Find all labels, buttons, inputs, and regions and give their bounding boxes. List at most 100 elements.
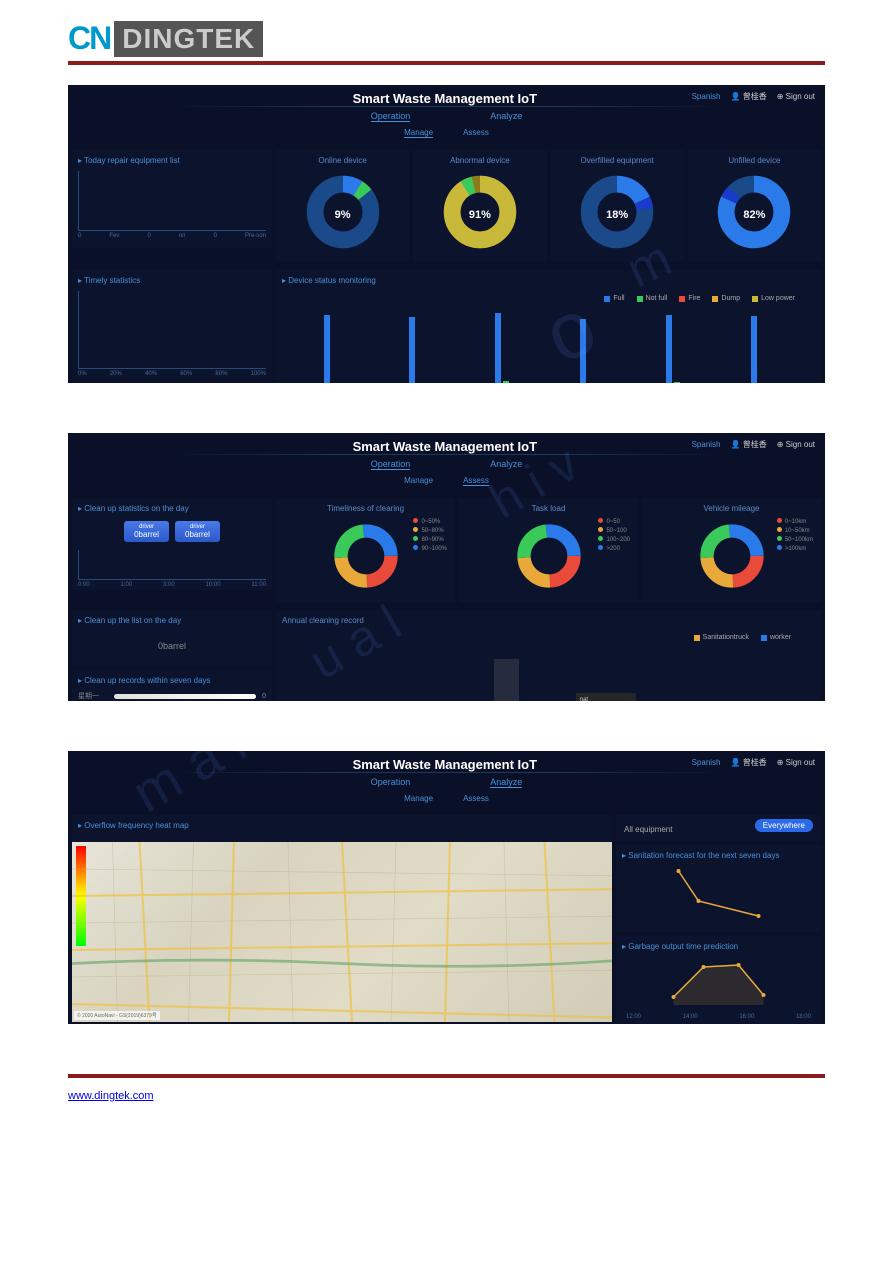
status-legend: FullNot fullFireDumpLow power bbox=[282, 291, 815, 306]
subtab-assess[interactable]: Assess bbox=[463, 476, 489, 486]
screenshot-assess: Smart Waste Management IoT Spanish 👤 曾桂香… bbox=[68, 433, 825, 701]
logo-cn: CN bbox=[68, 20, 110, 57]
subtab-manage[interactable]: Manage bbox=[404, 794, 433, 803]
app-title: Smart Waste Management IoT bbox=[198, 757, 692, 772]
sign-out-link[interactable]: ⊕ Sign out bbox=[777, 440, 815, 449]
main-tabs: Operation Analyze bbox=[68, 107, 825, 126]
panel-cleanup-stats: Clean up statistics on the day driver0ba… bbox=[72, 498, 272, 590]
lang-link[interactable]: Spanish bbox=[692, 92, 721, 101]
map[interactable]: © 2020 AutoNavi - GS(2019)6379号 bbox=[72, 842, 612, 1022]
sign-out-link[interactable]: ⊕ Sign out bbox=[777, 92, 815, 101]
legend-item: 90~100% bbox=[413, 545, 447, 552]
bar bbox=[409, 317, 415, 383]
user-bar: Spanish 👤 曾桂香 ⊕ Sign out bbox=[692, 91, 815, 102]
bar bbox=[495, 313, 501, 383]
panel-forecast-7days: Sanitation forecast for the next seven d… bbox=[616, 845, 821, 932]
panel-title: All equipment bbox=[624, 825, 672, 834]
user-name: 👤 曾桂香 bbox=[731, 757, 767, 768]
document-header: CN DINGTEK bbox=[68, 20, 825, 65]
lang-link[interactable]: Spanish bbox=[692, 758, 721, 767]
donut-title: Abnormal device bbox=[419, 156, 540, 165]
sign-out-link[interactable]: ⊕ Sign out bbox=[777, 758, 815, 767]
bar-group bbox=[324, 315, 346, 383]
legend-item: Fire bbox=[679, 295, 700, 302]
ring-chart bbox=[331, 521, 401, 591]
panel-cleanup-list: Clean up the list on the day 0barrel bbox=[72, 610, 272, 666]
bar bbox=[580, 319, 586, 383]
panel-title: Timely statistics bbox=[78, 276, 266, 285]
legend-item: 0~10km bbox=[777, 518, 813, 525]
donut-title: Unfilled device bbox=[694, 156, 815, 165]
panel-title: Vehicle mileage bbox=[648, 504, 815, 513]
ring-chart bbox=[697, 521, 767, 591]
subtab-manage[interactable]: Manage bbox=[404, 128, 433, 138]
legend-item: 50~80% bbox=[413, 527, 447, 534]
subtab-manage[interactable]: Manage bbox=[404, 476, 433, 486]
forecast-chart bbox=[622, 866, 815, 921]
stat-pill[interactable]: driver0barrel bbox=[175, 521, 220, 542]
panel-title: Timeliness of clearing bbox=[282, 504, 449, 513]
subtab-assess[interactable]: Assess bbox=[463, 128, 489, 138]
ring-chart bbox=[514, 521, 584, 591]
panel-title: Sanitation forecast for the next seven d… bbox=[622, 851, 815, 860]
legend-item: 100~200 bbox=[598, 536, 630, 543]
tab-operation[interactable]: Operation bbox=[371, 111, 411, 122]
legend-item: 80~90% bbox=[413, 536, 447, 543]
legend-item: 50~100km bbox=[777, 536, 813, 543]
panel-all-equipment: All equipment Everywhere bbox=[616, 815, 821, 841]
bar bbox=[324, 315, 330, 383]
legend-item: 0~50% bbox=[413, 518, 447, 525]
screenshot-manage: Smart Waste Management IoT Spanish 👤 曾桂香… bbox=[68, 85, 825, 383]
donut-value: 18% bbox=[606, 209, 628, 221]
panel-garbage-output: Garbage output time prediction 12:0014:0… bbox=[616, 936, 821, 1024]
bar-group bbox=[495, 313, 517, 383]
legend-item: worker bbox=[761, 634, 791, 641]
document-footer: www.dingtek.com bbox=[68, 1074, 825, 1104]
panel-repair-list: Today repair equipment list 0Fev0on0Pre-… bbox=[72, 150, 272, 248]
legend-item: Full bbox=[604, 295, 624, 302]
bar bbox=[666, 315, 672, 383]
prediction-text: Based on a large amount of historical da… bbox=[72, 1022, 612, 1024]
footer-link[interactable]: www.dingtek.com bbox=[68, 1090, 154, 1102]
donut-value: 82% bbox=[743, 209, 765, 221]
subtab-assess[interactable]: Assess bbox=[463, 794, 489, 803]
app-title: Smart Waste Management IoT bbox=[198, 91, 692, 106]
panel-title: Task load bbox=[465, 504, 632, 513]
everywhere-button[interactable]: Everywhere bbox=[755, 819, 813, 832]
legend-item: 10~50km bbox=[777, 527, 813, 534]
tab-analyze[interactable]: Analyze bbox=[490, 459, 522, 470]
donut-value: 91% bbox=[469, 209, 491, 221]
panel-title: Garbage output time prediction bbox=[622, 942, 815, 951]
panel-cleanup-records: Clean up records within seven days 星期一0星… bbox=[72, 670, 272, 701]
app-title: Smart Waste Management IoT bbox=[198, 439, 692, 454]
panel-timely-stats: Timely statistics 0%20%40%60%80%100% bbox=[72, 270, 272, 383]
bar-group bbox=[409, 317, 431, 383]
panel-vehicle-mileage: Vehicle mileage 0~10km 10~50km 50~100km >10… bbox=[642, 498, 821, 602]
stat-pill[interactable]: driver0barrel bbox=[124, 521, 169, 542]
bar-group bbox=[751, 316, 773, 383]
panel-title: Device status monitoring bbox=[282, 276, 815, 285]
legend-item: >100km bbox=[777, 545, 813, 552]
donut-title: Online device bbox=[282, 156, 403, 165]
panel-timeliness: Timeliness of clearing 0~50% 50~80% 80~90%… bbox=[276, 498, 455, 602]
legend-item: Sanitationtruck bbox=[694, 634, 749, 641]
panel-title: Annual cleaning record bbox=[282, 616, 815, 625]
panel-title: Clean up records within seven days bbox=[78, 676, 266, 685]
tab-operation[interactable]: Operation bbox=[371, 777, 411, 788]
donut-value: 9% bbox=[335, 209, 351, 221]
tab-analyze[interactable]: Analyze bbox=[490, 111, 522, 122]
bar-group bbox=[666, 315, 688, 383]
legend-item: Dump bbox=[712, 295, 740, 302]
bar bbox=[503, 381, 509, 383]
panel-title: Overflow frequency heat map bbox=[72, 815, 612, 836]
legend-item: >200 bbox=[598, 545, 630, 552]
lang-link[interactable]: Spanish bbox=[692, 440, 721, 449]
legend-item: 50~100 bbox=[598, 527, 630, 534]
record-row: 星期一0 bbox=[78, 691, 266, 701]
panel-annual-record: Annual cleaning record Sanitationtruck wo… bbox=[276, 610, 821, 701]
bar-group bbox=[580, 319, 602, 383]
tab-operation[interactable]: Operation bbox=[371, 459, 411, 470]
logo-dingtek: DINGTEK bbox=[114, 21, 263, 57]
tab-analyze[interactable]: Analyze bbox=[490, 777, 522, 788]
panel-title: Clean up statistics on the day bbox=[78, 504, 266, 513]
